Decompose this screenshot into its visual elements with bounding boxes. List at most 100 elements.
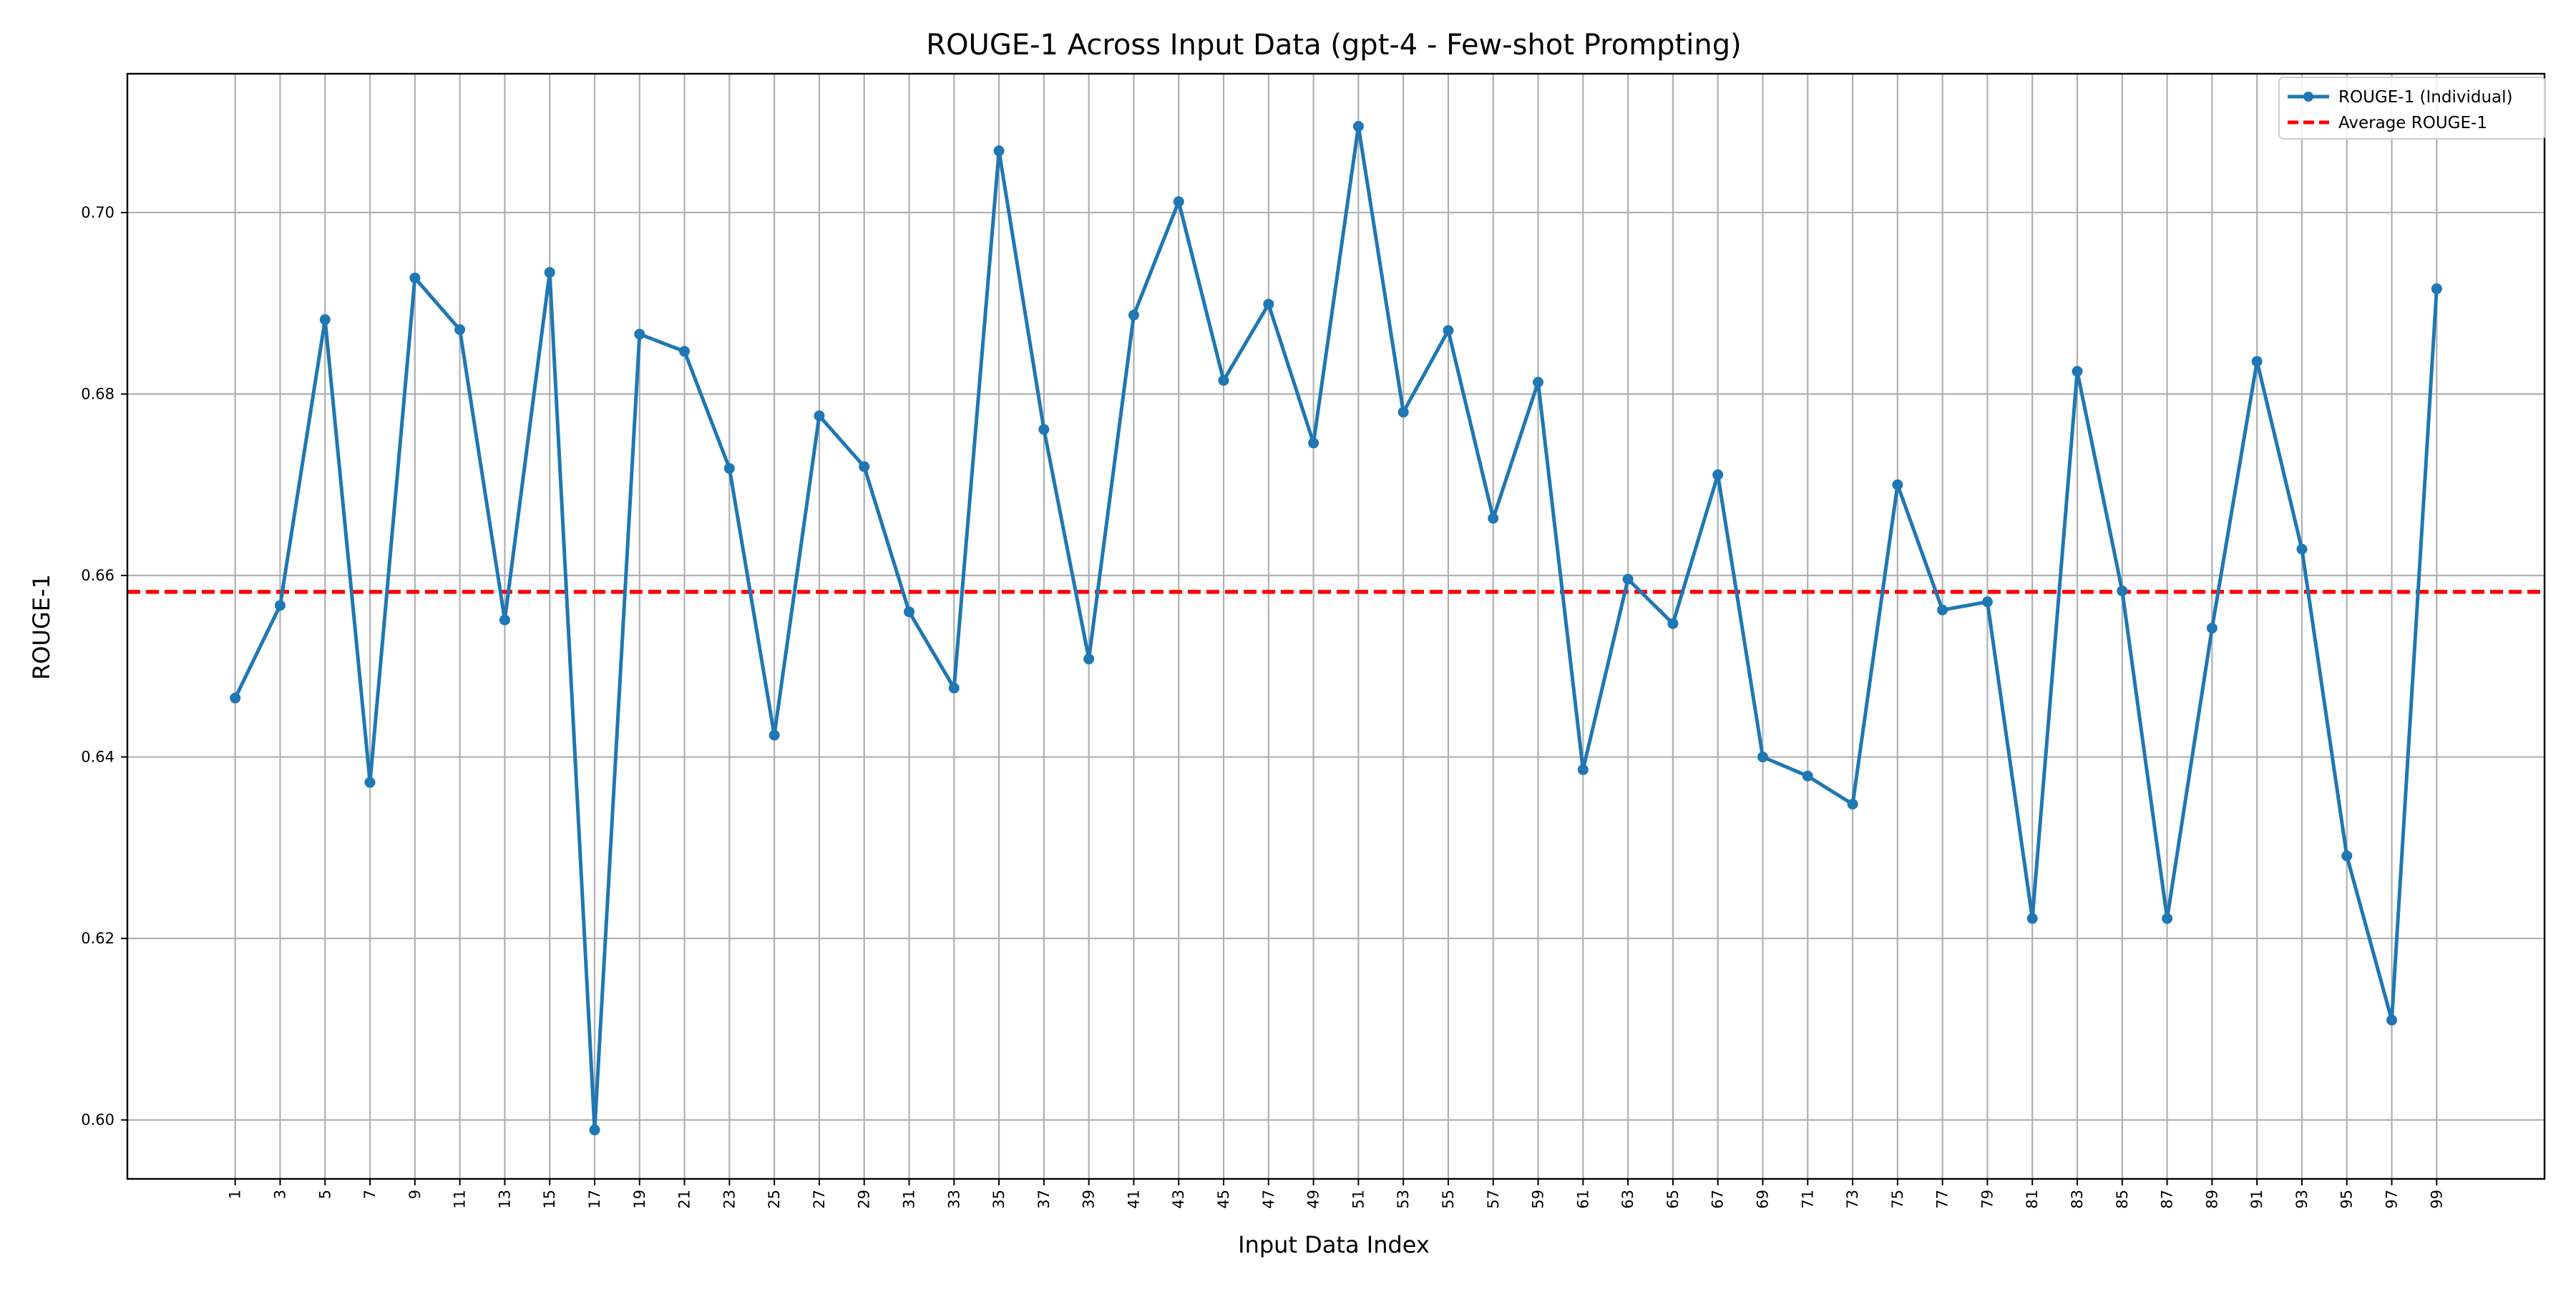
- data-point-marker: [1352, 121, 1364, 132]
- x-tick-label: 55: [1440, 1190, 1457, 1209]
- x-tick-label: 71: [1799, 1190, 1816, 1209]
- x-tick-label: 65: [1664, 1190, 1682, 1209]
- x-tick-label: 49: [1305, 1190, 1322, 1209]
- individual-series-group: [230, 121, 2442, 1136]
- x-tick-label: 25: [766, 1190, 783, 1209]
- x-tick-label: 53: [1395, 1190, 1412, 1209]
- data-point-marker: [319, 314, 331, 326]
- data-point-marker: [1847, 798, 1858, 810]
- x-tick-label: 87: [2159, 1190, 2176, 1209]
- data-point-marker: [1488, 513, 1499, 524]
- legend-average-label: Average ROUGE-1: [2338, 114, 2487, 132]
- y-axis-label: ROUGE-1: [28, 574, 55, 680]
- x-tick-label: 67: [1709, 1190, 1727, 1209]
- data-point-marker: [1622, 573, 1634, 585]
- x-tick-label: 27: [811, 1190, 828, 1209]
- x-tick-label: 63: [1619, 1190, 1636, 1209]
- data-point-marker: [1038, 424, 1050, 435]
- y-tick-label: 0.68: [81, 385, 114, 402]
- x-tick-label: 29: [856, 1190, 873, 1209]
- x-axis-ticks: 1 3 5 7 9 11 13 15 17 19 21 23 25 27 29 31 33 35 37 39 41 43 4…: [227, 1179, 2445, 1209]
- plot-area-frame: [126, 72, 2546, 1180]
- data-point-marker: [1892, 479, 1903, 490]
- data-point-marker: [1757, 752, 1768, 763]
- x-tick-label: 15: [541, 1190, 558, 1209]
- legend-box: [2278, 77, 2546, 140]
- x-tick-label: 95: [2338, 1190, 2356, 1209]
- individual-rouge1-line: [233, 125, 2439, 1132]
- data-point-marker: [2341, 850, 2353, 862]
- x-tick-label: 61: [1574, 1190, 1591, 1209]
- data-point-marker: [1533, 377, 1544, 388]
- data-point-marker: [454, 324, 466, 335]
- data-point-marker: [634, 329, 645, 340]
- x-tick-label: 1: [227, 1190, 244, 1199]
- x-tick-label: 33: [945, 1190, 962, 1209]
- x-tick-label: 99: [2428, 1190, 2445, 1209]
- data-point-marker: [544, 267, 555, 278]
- data-point-marker: [2072, 366, 2083, 377]
- y-tick-label: 0.62: [81, 930, 114, 947]
- x-tick-label: 97: [2384, 1190, 2401, 1209]
- data-point-marker: [1667, 618, 1679, 629]
- data-point-marker: [1981, 596, 1993, 608]
- x-tick-label: 11: [452, 1190, 469, 1209]
- data-point-marker: [499, 614, 510, 626]
- x-tick-label: 51: [1350, 1190, 1367, 1209]
- grid-lines: [127, 74, 2545, 1179]
- data-point-marker: [814, 410, 825, 422]
- data-point-marker: [769, 729, 780, 741]
- x-tick-label: 3: [271, 1190, 288, 1199]
- x-tick-label: 21: [676, 1190, 693, 1209]
- data-point-marker: [2206, 623, 2218, 634]
- x-axis-label: Input Data Index: [1238, 1231, 1430, 1258]
- y-tick-label: 0.66: [81, 567, 114, 584]
- data-point-marker: [2251, 356, 2263, 367]
- data-point-marker: [274, 600, 286, 611]
- data-point-marker: [2296, 543, 2308, 555]
- data-point-marker: [2431, 283, 2442, 294]
- x-tick-label: 83: [2069, 1190, 2086, 1209]
- data-point-marker: [904, 606, 915, 618]
- data-point-marker: [1397, 407, 1409, 418]
- x-tick-label: 59: [1530, 1190, 1547, 1209]
- x-tick-label: 73: [1844, 1190, 1861, 1209]
- x-tick-label: 85: [2114, 1190, 2131, 1209]
- x-tick-label: 79: [1979, 1190, 1996, 1209]
- x-tick-label: 35: [990, 1190, 1008, 1209]
- x-tick-label: 93: [2293, 1190, 2311, 1209]
- data-point-marker: [859, 461, 870, 472]
- data-point-marker: [2386, 1014, 2398, 1026]
- data-point-marker: [993, 145, 1005, 157]
- data-point-marker: [1443, 325, 1454, 336]
- legend-individual-label: ROUGE-1 (Individual): [2338, 88, 2512, 107]
- y-axis-ticks: 0.60 0.62 0.64 0.66 0.68 0.70: [81, 204, 127, 1129]
- data-point-marker: [1802, 770, 1813, 782]
- x-tick-label: 57: [1485, 1190, 1502, 1209]
- y-tick-label: 0.64: [81, 749, 114, 766]
- data-point-marker: [1712, 469, 1724, 480]
- data-point-marker: [589, 1125, 600, 1136]
- x-tick-label: 23: [721, 1190, 738, 1209]
- legend-individual-marker: [2303, 92, 2313, 102]
- x-tick-label: 43: [1170, 1190, 1187, 1209]
- x-tick-label: 45: [1215, 1190, 1232, 1209]
- data-point-marker: [230, 692, 241, 704]
- x-tick-label: 19: [631, 1190, 648, 1209]
- data-point-marker: [1937, 604, 1948, 616]
- x-tick-label: 31: [901, 1190, 918, 1209]
- data-point-marker: [679, 346, 691, 357]
- x-tick-label: 13: [496, 1190, 513, 1209]
- y-tick-label: 0.60: [81, 1112, 114, 1129]
- data-point-marker: [409, 272, 421, 283]
- x-tick-label: 41: [1125, 1190, 1142, 1209]
- y-tick-label: 0.70: [81, 204, 114, 221]
- data-point-marker: [1308, 437, 1319, 449]
- x-tick-label: 39: [1080, 1190, 1098, 1209]
- x-tick-label: 47: [1260, 1190, 1277, 1209]
- x-tick-label: 81: [2024, 1190, 2041, 1209]
- x-tick-label: 75: [1889, 1190, 1906, 1209]
